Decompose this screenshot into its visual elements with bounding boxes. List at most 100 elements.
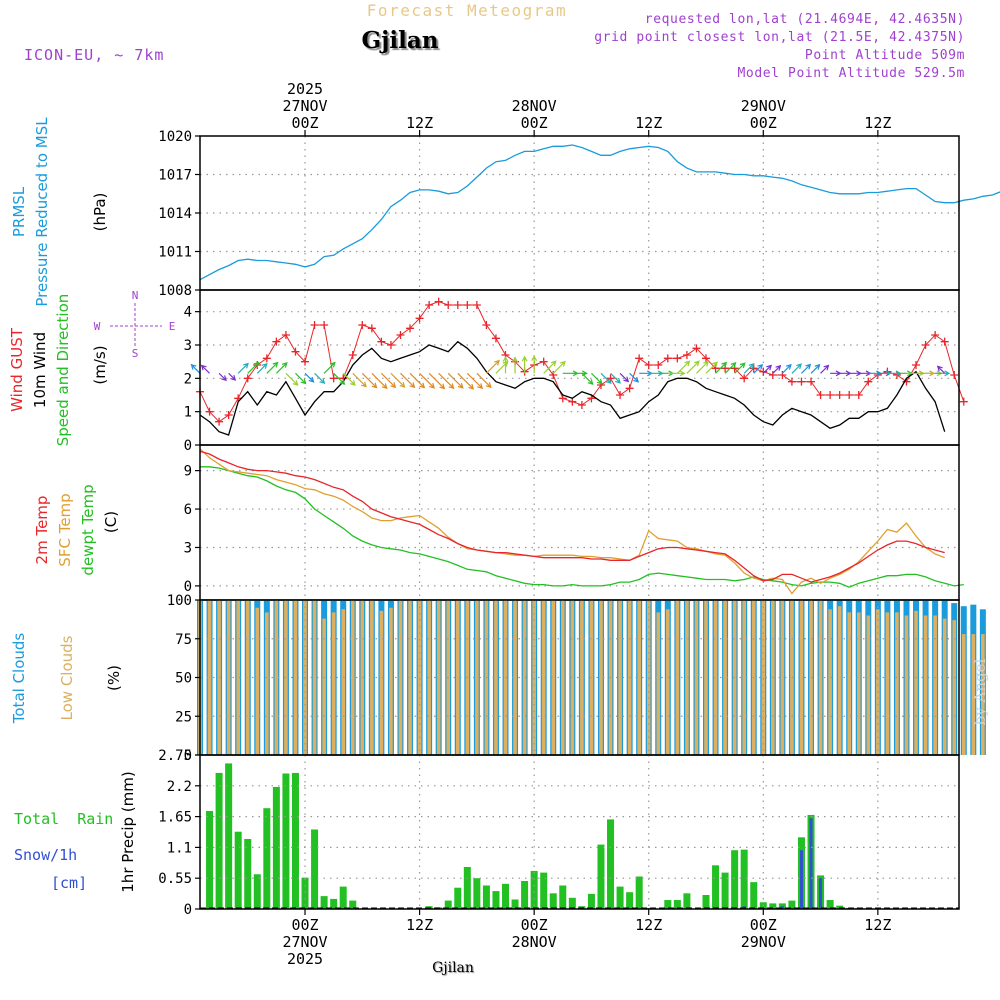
low-clouds-bar [847,612,852,755]
gust-marker [797,377,806,386]
compass-south: S [132,347,139,360]
wind-ylabel: 10m Wind [31,332,49,408]
pressure-ylabel-1: PRMSL [10,186,28,237]
low-clouds-bar [226,600,231,755]
rain-bar [444,900,452,909]
sfctemp-line [199,448,945,595]
gust-ylabel: Wind GUST [8,327,26,412]
low-clouds-bar [942,618,947,755]
low-clouds-bar [694,600,699,755]
low-clouds-bar [685,600,689,755]
rain-bar [311,829,319,909]
wind-arrow [438,372,455,390]
wind-arrow [610,372,621,384]
snow-bar [819,878,823,909]
gust-marker [320,321,329,329]
rain-bar [234,831,242,909]
wind-arrow [676,360,691,374]
wind-arrow [400,372,416,389]
low-clouds-bar [236,600,240,755]
rain-bar [482,885,490,909]
low-clouds-bar [341,609,346,755]
rain-bar [215,772,223,909]
wind-arrow [457,372,475,390]
precip-ytick-label: 0.55 [158,871,192,887]
wind-arrow [361,372,378,389]
rain-legend: Total Rain [14,810,113,828]
precip-ytick-label: 1.1 [167,840,192,856]
gust-marker [272,337,281,346]
gust-marker [425,301,434,309]
precip-panel: 0 0.55 1.1 1.65 2.2 2.75 1hr Precip (mm) Tota… [14,748,960,918]
low-clouds-bar [895,612,899,755]
time-label: 00Z [291,114,318,132]
gust-marker [463,301,472,309]
gust-marker [845,391,854,399]
low-clouds-bar [293,600,298,755]
time-label: 29NOV [741,97,786,115]
rain-bar [339,886,347,909]
wind-arrow [428,372,446,390]
rain-bar [225,763,233,909]
rain-bar [253,874,261,909]
low-clouds-bar [856,612,861,755]
gust-marker [635,354,644,363]
low-clouds-bar [923,615,928,755]
snow-bar [809,818,813,909]
pressure-ylabel-2: Pressure Reduced to MSL [33,117,51,307]
low-clouds-bar [828,609,832,755]
gust-marker [386,341,395,349]
low-clouds-bar [350,600,355,755]
rain-bar [330,898,338,909]
gust-marker [577,401,586,409]
wind-arrow [935,370,951,377]
low-clouds-bar [541,600,546,755]
lowclouds-ylabel: Low Clouds [58,635,76,720]
time-label: 28NOV [512,933,557,951]
low-clouds-bar [312,600,317,755]
pressure-ytick-label: 1008 [158,283,192,299]
low-clouds-bar [494,600,498,755]
wind-unit: (m/s) [91,345,109,384]
wind-ytick-label: 3 [184,338,192,354]
sfctemp-ylabel: SFC Temp [56,493,74,566]
low-clouds-bar [551,600,556,755]
low-clouds-bar [742,600,746,755]
compass-west: W [94,320,101,333]
wind-arrow [485,359,500,374]
temp-panel: 0 3 6 9 2m Temp SFC Temp dewpt Temp (C) [33,444,964,601]
wind-arrow [502,355,509,374]
gust-marker [673,354,682,363]
precip-ylabel: 1hr Precip (mm) [119,771,137,892]
wind-arrow [218,372,227,382]
gust-marker [807,377,816,386]
rain-bar [530,870,538,909]
wind-arrow [791,363,802,374]
rain-bar [549,893,557,909]
gust-marker [472,301,481,309]
temp-ytick-label: 6 [184,502,192,518]
winddir-ylabel: Speed and Direction [54,294,72,447]
low-clouds-bar [732,600,737,755]
wind-arrow [667,370,686,377]
pressure-frame [199,135,960,291]
temp-frame [199,444,960,601]
wind-arrow [743,362,755,374]
time-label: 00Z [750,114,777,132]
gust-marker [310,321,319,329]
low-clouds-bar [580,600,584,755]
time-label: 27NOV [282,97,327,115]
rain-bar [568,897,576,909]
temp-ytick-label: 9 [184,464,192,480]
low-clouds-bar [522,600,527,755]
rain-bar [607,819,615,909]
rain-bar [463,867,471,909]
time-label: 12Z [864,114,891,132]
gust-marker [921,341,930,349]
rain-bar [721,872,729,909]
low-clouds-bar [360,600,365,755]
rain-bar [597,844,605,909]
low-clouds-bar [981,634,985,755]
precip-yticks: 0 0.55 1.1 1.65 2.2 2.75 [158,748,200,918]
